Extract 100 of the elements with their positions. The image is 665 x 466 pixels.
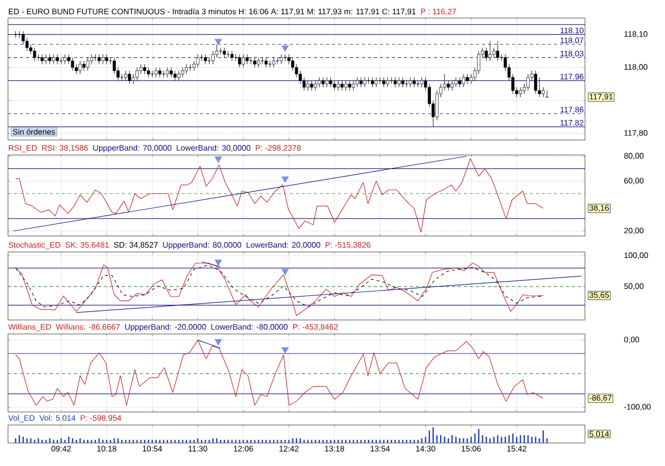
annotation: Sin órdenes	[12, 128, 55, 135]
candlestick	[86, 57, 90, 71]
x-tick-label: 15:42	[507, 446, 526, 452]
y-tick-label: 118,00	[624, 64, 648, 71]
candlestick	[222, 47, 226, 58]
y-tick-label: 80,00	[624, 152, 644, 160]
candlestick	[412, 77, 416, 88]
candlestick	[397, 77, 401, 88]
candlestick	[242, 54, 245, 68]
x-tick-label: 12:42	[280, 446, 299, 452]
candlestick	[435, 90, 438, 120]
candlestick	[488, 40, 492, 62]
candlestick	[264, 57, 268, 68]
candlestick	[112, 57, 116, 74]
candlestick	[253, 57, 256, 68]
candlestick	[143, 64, 146, 74]
candlestick	[443, 74, 446, 91]
chart-title: ED - EURO BUND FUTURE CONTINUOUS - Intradía 3 minutos H: 16:06 A: 117,91 M: 117,93 m: 117,91 C: 117,91	[8, 8, 416, 16]
candlestick	[386, 77, 390, 88]
ref-line-label: 117.86	[560, 106, 584, 112]
candlestick	[332, 80, 336, 91]
text: Willians: -86,6667	[56, 324, 120, 331]
candlestick	[196, 54, 200, 68]
candlestick	[272, 57, 276, 68]
y-tick-label: 60,00	[624, 178, 644, 184]
candlestick	[446, 80, 450, 91]
candlestick	[158, 67, 162, 78]
y-tick-label: -100,00	[624, 404, 651, 411]
candlestick	[184, 64, 188, 74]
candlestick	[44, 54, 48, 64]
ref-line-label: LowerBand: 30,0000	[176, 144, 250, 152]
candlestick	[294, 64, 298, 78]
candlestick	[458, 77, 462, 88]
ref-line-label: 118.07	[560, 38, 584, 44]
x-tick-label: 14:30	[416, 446, 436, 452]
candlestick	[462, 74, 466, 88]
candlestick	[370, 77, 374, 88]
y-tick-label: 117,80	[624, 130, 648, 137]
candlestick	[526, 74, 530, 91]
ref-line-label: UppperBand: -20,0000	[125, 324, 206, 332]
candlestick	[477, 50, 480, 74]
ref-line-label: UppperBand: 70,0000	[93, 144, 172, 152]
chart-title: Stochastic_ED	[8, 242, 60, 250]
candlestick	[211, 50, 215, 64]
text: P: -515,3826	[326, 242, 370, 249]
candlestick	[408, 77, 412, 88]
line-series	[15, 158, 544, 233]
x-tick-label: 10:18	[97, 446, 116, 452]
y-tick-label: 20,00	[624, 228, 644, 234]
candlestick	[219, 47, 222, 55]
ref-line-label: LowerBand: 20,0000	[246, 242, 320, 249]
y-tick-label: 100,00	[624, 252, 648, 259]
candlestick	[204, 54, 207, 64]
candlestick	[188, 64, 192, 71]
candlestick	[374, 77, 378, 88]
text: P: -298,2378	[256, 145, 301, 152]
y-tick-label: 118,10	[624, 31, 648, 38]
candlestick	[174, 70, 177, 81]
candlestick	[416, 80, 420, 88]
candlestick	[518, 86, 522, 98]
candlestick	[105, 54, 108, 64]
candlestick	[336, 80, 340, 91]
x-tick-label: 13:18	[325, 446, 344, 452]
candlestick	[48, 54, 52, 64]
candlestick	[246, 54, 249, 64]
candlestick	[344, 80, 348, 91]
y-tick-label: 50,00	[624, 283, 644, 290]
text: P : 116,27	[421, 8, 456, 16]
candlestick	[90, 54, 94, 64]
text: SD: 34,8527	[114, 242, 158, 249]
text: -86,67	[590, 395, 612, 402]
candlestick	[394, 77, 397, 88]
x-tick-label: 12:06	[234, 446, 254, 452]
candlestick	[52, 54, 56, 64]
candlestick	[192, 60, 196, 71]
candlestick	[382, 77, 386, 88]
text: RSI: 38,1586	[42, 145, 88, 152]
y-tick-label: 0,00	[624, 336, 640, 344]
candlestick	[310, 80, 314, 91]
candlestick	[101, 54, 104, 64]
ref-line-label: UppperBand: 80,0000	[163, 242, 242, 250]
candlestick	[238, 54, 242, 68]
text: P: -453,8462	[293, 324, 338, 331]
x-tick-label: 09:42	[51, 446, 71, 452]
x-tick-label: 11:30	[188, 446, 208, 452]
candlestick	[124, 70, 128, 81]
candlestick	[306, 80, 310, 91]
candlestick	[40, 54, 44, 64]
chart-title: Vol_ED	[8, 414, 35, 422]
candlestick	[302, 77, 306, 91]
text: 38,16	[589, 205, 609, 212]
candlestick	[340, 80, 344, 91]
candlestick	[329, 77, 332, 88]
candlestick	[170, 67, 173, 78]
ref-line-label: 118.03	[560, 50, 584, 56]
candlestick	[63, 54, 66, 64]
candlestick	[181, 67, 184, 78]
candlestick	[538, 77, 541, 98]
candlestick	[318, 77, 321, 88]
candlestick	[542, 86, 545, 98]
